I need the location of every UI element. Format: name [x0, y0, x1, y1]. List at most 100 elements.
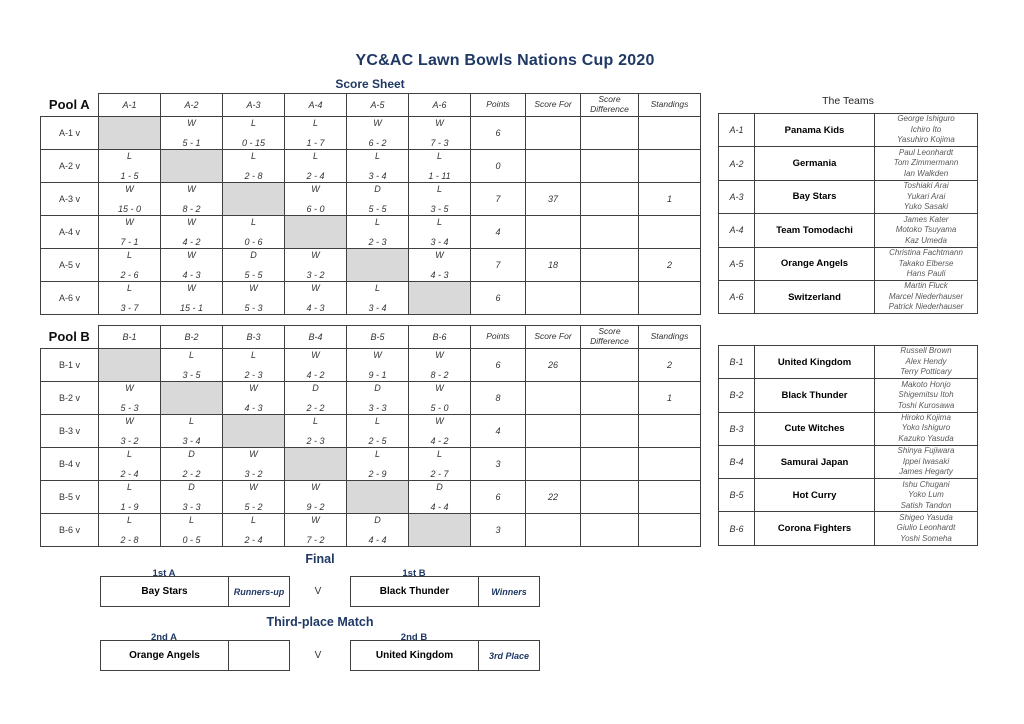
match-result-cell: D 2 - 2 [160, 447, 223, 481]
result-score: 2 - 3 [306, 436, 325, 446]
match-result: L 2 - 3 [285, 415, 346, 447]
result-score: 3 - 2 [120, 436, 139, 446]
team-players: Shinya Fujiwara Ippei Iwasaki James Hegart… [874, 444, 978, 480]
result-score: 15 - 1 [179, 303, 203, 313]
result-letter: W [249, 383, 258, 393]
match-result: W 9 - 1 [347, 349, 408, 381]
result-score: 4 - 3 [430, 270, 449, 280]
result-score: 3 - 3 [182, 502, 201, 512]
team-players: Hiroko Kojima Yoko Ishiguro Kazuko Yasuda [874, 411, 978, 446]
match-result-cell: L 2 - 7 [408, 447, 471, 481]
match-result: L 1 - 5 [99, 150, 160, 182]
team-code: A-3 [718, 179, 755, 215]
score-for-cell: 18 [525, 248, 581, 282]
final-right-team: Black Thunder [351, 577, 479, 606]
match-row-label: B-5 v [40, 480, 99, 514]
team-name: Black Thunder [754, 378, 875, 413]
self-match-cell [160, 149, 223, 183]
result-score: 3 - 4 [430, 237, 449, 247]
self-match-cell [160, 381, 223, 415]
score-for-cell [525, 281, 581, 315]
match-result-cell: W 5 - 3 [222, 281, 285, 315]
match-result: W 4 - 3 [285, 282, 346, 314]
result-score: 5 - 3 [244, 303, 263, 313]
match-result-cell: L 2 - 8 [222, 149, 285, 183]
result-letter: D [312, 383, 319, 393]
result-letter: D [374, 184, 381, 194]
score-diff-cell [580, 116, 639, 150]
result-letter: L [250, 350, 256, 360]
result-score: 2 - 3 [244, 370, 263, 380]
match-result: W 7 - 2 [285, 514, 346, 546]
self-match-cell [98, 348, 161, 382]
match-result: W 8 - 2 [161, 183, 222, 215]
match-result-cell: W 4 - 3 [222, 381, 285, 415]
points-cell: 6 [470, 116, 526, 150]
result-score: 0 - 5 [182, 535, 201, 545]
result-score: 5 - 5 [244, 270, 263, 280]
result-score: 3 - 5 [430, 204, 449, 214]
player-name: Yuko Sasaki [903, 202, 949, 212]
result-score: 4 - 4 [430, 502, 449, 512]
match-result: L 1 - 7 [285, 117, 346, 149]
third-place-right-label: 2nd B [400, 632, 428, 643]
result-score: 2 - 6 [120, 270, 139, 280]
result-score: 2 - 4 [306, 171, 325, 181]
result-letter: W [125, 217, 134, 227]
result-score: 6 - 2 [368, 138, 387, 148]
player-name: Satish Tandon [900, 500, 952, 510]
match-row: A-4 v W 7 - 1 W 4 - 2 L 0 - 6 L 2 - 3 L 3 - 4 4 [40, 215, 701, 249]
team-code: A-6 [718, 279, 755, 315]
team-row: A-1 Panama Kids George Ishiguro Ichiro Ito Y… [718, 112, 978, 148]
self-match-cell [346, 248, 409, 282]
result-score: 3 - 5 [182, 370, 201, 380]
result-score: 4 - 3 [182, 270, 201, 280]
result-letter: L [374, 449, 380, 459]
stat-header: Score For [525, 93, 581, 117]
result-score: 4 - 2 [182, 237, 201, 247]
result-letter: D [436, 482, 443, 492]
team-players: Makoto Honjo Shigemitsu Itoh Toshi Kurosaw… [874, 378, 978, 413]
match-result-cell: L 2 - 4 [98, 447, 161, 481]
result-letter: D [188, 482, 195, 492]
result-score: 0 - 15 [241, 138, 265, 148]
player-name: Paul Leonhardt [898, 147, 954, 157]
pool-header-row: Pool B B-1 B-2 B-3 B-4 B-5 B-6 Points Score For S… [40, 325, 701, 349]
team-name: Team Tomodachi [754, 213, 875, 248]
result-letter: W [435, 383, 444, 393]
result-letter: L [374, 151, 380, 161]
match-result: W 4 - 2 [161, 216, 222, 248]
match-row-label: B-1 v [40, 348, 99, 382]
opponent-header: B-2 [160, 325, 223, 349]
match-result-cell: W 15 - 1 [160, 281, 223, 315]
match-result: L 0 - 5 [161, 514, 222, 546]
opponent-header: A-2 [160, 93, 223, 117]
match-result: L 1 - 11 [409, 150, 470, 182]
player-name: Toshi Kurosawa [897, 400, 955, 410]
result-letter: W [187, 184, 196, 194]
player-name: Martin Fluck [904, 281, 948, 291]
result-score: 7 - 2 [306, 535, 325, 545]
match-result-cell: W 4 - 3 [284, 281, 347, 315]
match-result-cell: L 2 - 8 [98, 513, 161, 547]
match-result-cell: W 4 - 2 [284, 348, 347, 382]
score-for-cell: 37 [525, 182, 581, 216]
match-result-cell: L 1 - 11 [408, 149, 471, 183]
result-score: 1 - 9 [120, 502, 139, 512]
result-score: 2 - 3 [368, 237, 387, 247]
match-result-cell: D 4 - 4 [408, 480, 471, 514]
result-score: 5 - 0 [430, 403, 449, 413]
score-for-cell [525, 149, 581, 183]
team-code: A-4 [718, 213, 755, 248]
team-players: Christina Fachtmann Takako Elberse Hans Pa… [874, 246, 978, 281]
result-score: 5 - 2 [244, 502, 263, 512]
match-result-cell: L 2 - 9 [346, 447, 409, 481]
result-score: 2 - 9 [368, 469, 387, 479]
player-name: Makoto Honjo [901, 379, 951, 389]
result-letter: W [311, 482, 320, 492]
final-title: Final [305, 552, 335, 566]
self-match-cell [98, 116, 161, 150]
result-letter: L [250, 515, 256, 525]
match-row-label: A-2 v [40, 149, 99, 183]
pool-a-table: Pool A A-1 A-2 A-3 A-4 A-5 A-6 Points Score For S… [40, 93, 701, 315]
